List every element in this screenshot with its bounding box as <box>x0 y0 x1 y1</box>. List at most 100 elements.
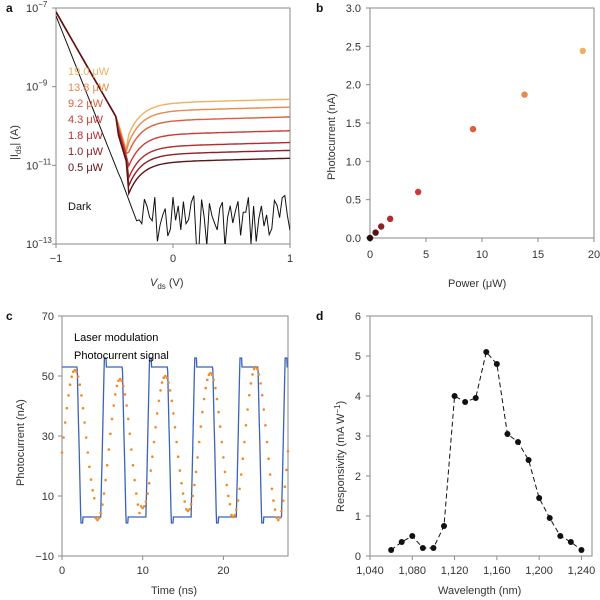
y-axis-label-d: Responsivity (mA W−1) <box>333 401 347 512</box>
signal-point-c <box>144 500 148 503</box>
signal-point-c <box>248 393 251 397</box>
signal-point-c <box>126 417 130 421</box>
y-tick-label-d: 3 <box>355 431 361 443</box>
signal-point-c <box>94 516 98 520</box>
signal-point-c <box>244 424 248 427</box>
signal-point-c <box>185 508 188 511</box>
signal-point-c <box>215 397 219 401</box>
signal-point-c <box>168 389 172 392</box>
signal-point-c <box>218 425 222 428</box>
responsivity-line <box>390 350 582 551</box>
x-axis-label-a: Vds (V) <box>150 277 184 291</box>
signal-point-c <box>188 508 191 511</box>
data-point-d <box>515 439 521 445</box>
chart-b: 0 5 10 15 20 0.0 0.5 1.0 1.5 2.0 2.5 3.0 Power (μW… <box>326 3 600 290</box>
data-point-b <box>366 234 374 242</box>
signal-point-c <box>241 457 245 461</box>
signal-point-c <box>202 397 206 401</box>
legend-entry-a: Dark <box>68 201 92 213</box>
data-point-d <box>504 431 511 437</box>
signal-point-c <box>272 499 275 502</box>
legend-entry-a: 9.2 μW <box>68 98 104 110</box>
x-tick-label-d: 1,080 <box>399 565 427 577</box>
y-tick-label-d: 6 <box>355 311 361 323</box>
y-axis-label-b: Photocurrent (nA) <box>326 93 338 180</box>
x-tick-label-c: 10 <box>137 565 149 577</box>
signal-point-c <box>96 518 99 522</box>
signal-point-c <box>172 412 175 415</box>
y-axis-label-a-sub: ds <box>14 146 23 154</box>
x-tick-label-b: 15 <box>532 249 544 261</box>
signal-point-c <box>76 375 80 379</box>
y-tick-label-b: 2.0 <box>346 80 361 92</box>
signal-point-c <box>136 503 140 506</box>
signal-point-c <box>246 408 249 411</box>
signal-point-c <box>194 470 198 474</box>
signal-point-c <box>228 502 232 506</box>
signal-point-c <box>115 384 119 388</box>
signal-point-c <box>109 432 112 436</box>
signal-point-c <box>222 456 225 459</box>
y-tick-label-c: 70 <box>42 311 54 323</box>
signal-point-c <box>155 412 159 415</box>
y-tick-label-b: 0.0 <box>346 233 361 245</box>
signal-point-c <box>223 470 227 474</box>
plot-frame-d <box>369 315 593 557</box>
signal-point-c <box>146 492 149 495</box>
data-point-d <box>388 547 395 553</box>
y-tick-label-b: 2.5 <box>346 41 361 53</box>
signal-point-c <box>207 373 211 377</box>
signal-point-c <box>110 417 114 421</box>
signal-point-c <box>238 487 241 491</box>
signal-point-c <box>201 410 204 414</box>
data-point-d <box>398 539 405 545</box>
y-axis-label-a-post: | (A) <box>9 125 21 146</box>
x-axis-label-a-unit: (V) <box>166 277 184 289</box>
x-tick-label-d: 1,040 <box>356 565 384 577</box>
y-axis-label-d-end: ) <box>335 401 347 405</box>
data-point-b <box>579 47 586 55</box>
data-point-b <box>469 125 477 133</box>
signal-point-c <box>252 367 256 371</box>
signal-point-c <box>235 508 238 511</box>
signal-point-c <box>230 513 233 517</box>
panel-label-d: d <box>316 309 323 323</box>
signal-point-c <box>249 382 253 385</box>
x-tick-label-a: 0 <box>170 253 176 265</box>
y-tick-label-b: 1.5 <box>346 118 361 130</box>
data-point-b <box>372 229 379 236</box>
signal-point-c <box>117 379 120 383</box>
signal-point-c <box>78 383 82 387</box>
signal-point-c <box>283 485 287 489</box>
data-point-d <box>493 361 500 367</box>
signal-point-c <box>259 382 262 385</box>
y-axis-label-a: |Ids| (A) <box>9 125 23 160</box>
signal-point-c <box>165 376 169 380</box>
y-tick-base-a: 10 <box>26 239 38 251</box>
signal-point-c <box>133 478 136 482</box>
legend-entry-a: 19.0 μW <box>68 66 110 78</box>
legend-photocurrent-signal: Photocurrent signal <box>74 350 169 362</box>
signal-point-c <box>181 492 185 495</box>
signal-point-c <box>273 508 277 511</box>
signal-point-c <box>243 440 246 444</box>
signal-point-c <box>91 489 94 492</box>
data-point-d <box>430 545 437 551</box>
data-point-b <box>386 215 394 223</box>
x-tick-label-b: 20 <box>588 249 600 261</box>
signal-point-c <box>233 513 236 517</box>
signal-point-c <box>131 463 135 467</box>
signal-point-c <box>264 424 267 427</box>
legend-entry-a: 4.3 μW <box>68 114 104 126</box>
signal-point-c <box>99 511 102 515</box>
y-tick-label-a: 10−11 <box>26 157 52 172</box>
signal-point-c <box>225 483 228 487</box>
x-axis-label-c: Time (ns) <box>151 585 197 597</box>
y-tick-exp-a: −9 <box>38 79 48 88</box>
x-tick-label-c: 20 <box>217 565 229 577</box>
x-tick-label-b: 5 <box>423 249 429 261</box>
data-point-d <box>546 515 553 521</box>
signal-point-c <box>84 436 88 439</box>
signal-point-c <box>255 367 259 371</box>
